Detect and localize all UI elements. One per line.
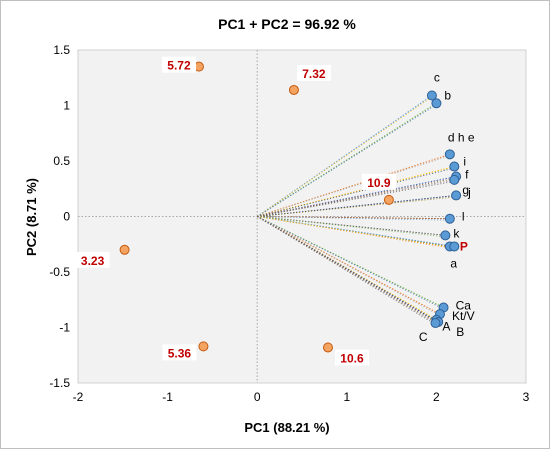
score-label: 7.32	[302, 67, 326, 81]
loading-label: C	[419, 330, 428, 344]
loading-vector-line-secondary	[257, 216, 455, 249]
loading-vector-line	[256, 102, 437, 217]
loading-vector-line-secondary	[257, 216, 450, 221]
loading-vector-line-secondary	[257, 196, 457, 217]
loading-point	[444, 213, 455, 224]
score-label-box	[361, 173, 396, 190]
score-point	[322, 342, 333, 353]
loading-point	[449, 174, 460, 185]
score-label: 3.23	[81, 254, 105, 268]
score-label-box	[334, 349, 369, 366]
y-tick-label: -0.5	[49, 265, 70, 279]
y-tick-label: -1	[59, 321, 70, 335]
score-point	[288, 84, 299, 95]
loading-label: i	[463, 155, 466, 169]
loading-vector-line	[257, 216, 450, 220]
x-tick-label: 3	[523, 390, 530, 404]
loading-label: g	[462, 183, 469, 197]
score-point	[198, 341, 209, 352]
loading-label: Kt/V	[452, 309, 475, 323]
loading-vector-line-secondary	[257, 216, 450, 249]
loading-point	[449, 241, 460, 252]
loading-vector-line	[256, 95, 433, 217]
y-tick-label: 1	[63, 99, 70, 113]
loading-label: P	[460, 239, 468, 253]
loading-label: A	[442, 320, 450, 334]
x-tick-label: 0	[254, 390, 261, 404]
loading-label: B	[456, 325, 464, 339]
score-point	[119, 244, 130, 255]
x-tick-label: 2	[433, 390, 440, 404]
loading-label: a	[450, 256, 457, 270]
x-tick-label: 1	[343, 390, 350, 404]
loading-point	[444, 149, 455, 160]
loading-label: Ca	[456, 299, 472, 313]
y-axis-label: PC2 (8.71 %)	[24, 178, 39, 256]
score-label: 5.72	[167, 59, 191, 73]
loading-vector-line-secondary	[256, 104, 437, 217]
loading-point	[440, 230, 451, 241]
score-label: 5.36	[168, 346, 192, 360]
loading-label: l	[462, 210, 465, 224]
y-tick-label: 0	[63, 210, 70, 224]
loading-label: j	[467, 185, 471, 199]
loading-vector-line-secondary	[257, 155, 450, 217]
x-axis-label: PC1 (88.21 %)	[244, 420, 329, 435]
y-tick-label: -1.5	[49, 376, 70, 390]
chart-title: PC1 + PC2 = 96.92 %	[218, 16, 356, 32]
loading-vector-line-secondary	[256, 96, 433, 217]
score-label-box	[75, 251, 110, 268]
loading-label: k	[453, 226, 460, 240]
loading-vector-line-secondary	[256, 216, 439, 324]
score-label: 10.9	[367, 176, 391, 190]
loading-point	[451, 190, 462, 201]
score-label: 10.6	[340, 351, 364, 365]
loading-label: b	[444, 88, 451, 102]
loading-label: c	[434, 71, 440, 85]
score-label-box	[296, 64, 331, 81]
loading-point	[430, 318, 441, 329]
loading-label: f	[465, 168, 469, 182]
loading-point	[431, 98, 442, 109]
loading-label: d h e	[448, 130, 475, 144]
y-tick-label: 0.5	[53, 154, 70, 168]
score-label-box	[161, 56, 196, 73]
loading-point	[449, 161, 460, 172]
loading-vector-line-secondary	[257, 177, 457, 217]
score-point	[383, 194, 394, 205]
score-label-box	[162, 344, 197, 361]
x-tick-label: -2	[73, 390, 84, 404]
y-tick-label: 1.5	[53, 43, 70, 57]
loading-vector-line-secondary	[257, 180, 455, 217]
x-tick-label: -1	[162, 390, 173, 404]
loading-vector-line-secondary	[257, 167, 455, 217]
loading-point	[426, 90, 437, 101]
